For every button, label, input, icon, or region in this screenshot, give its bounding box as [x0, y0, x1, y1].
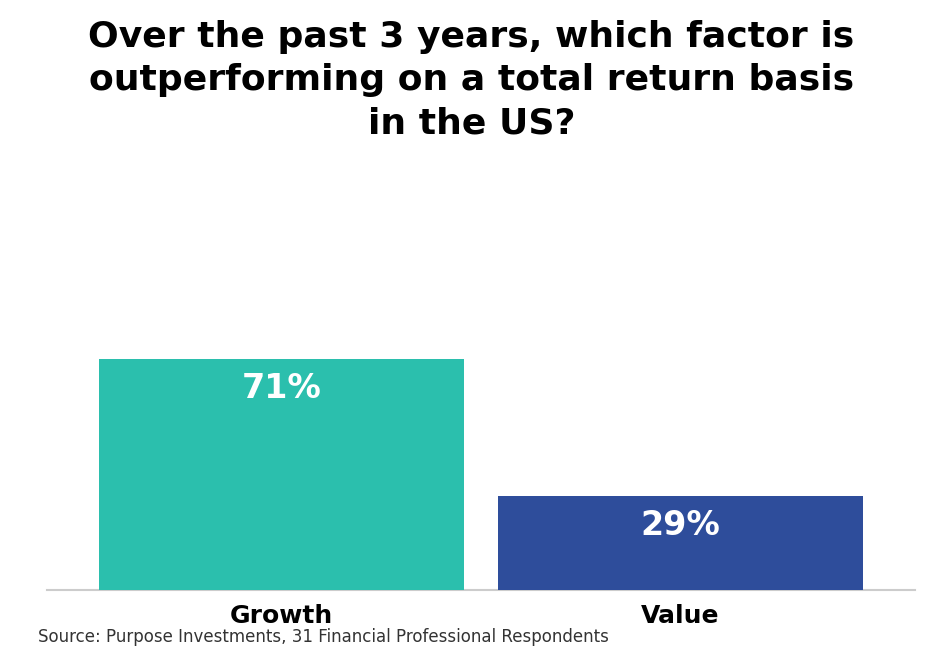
Text: Over the past 3 years, which factor is
outperforming on a total return basis
in : Over the past 3 years, which factor is o…: [89, 20, 854, 140]
Bar: [99, 359, 464, 590]
Text: 71%: 71%: [241, 372, 322, 405]
Bar: [498, 496, 863, 590]
Text: 29%: 29%: [640, 509, 720, 542]
Text: Source: Purpose Investments, 31 Financial Professional Respondents: Source: Purpose Investments, 31 Financia…: [38, 628, 608, 646]
